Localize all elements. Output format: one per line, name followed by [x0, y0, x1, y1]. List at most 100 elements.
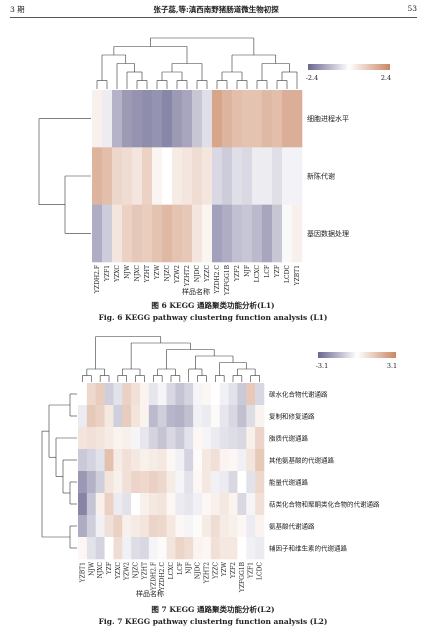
- fig7-cell: [104, 493, 114, 516]
- fig7-cell: [237, 471, 247, 494]
- fig7-cell: [175, 427, 185, 450]
- fig6-cell: [272, 147, 283, 205]
- fig7-cell: [113, 471, 123, 494]
- fig7-cell: [255, 515, 265, 538]
- fig7-cell: [193, 515, 203, 538]
- fig7-cell: [246, 537, 256, 560]
- fig7-cell: [166, 493, 176, 516]
- fig7-cell: [210, 383, 221, 406]
- fig7-cell: [95, 493, 105, 516]
- fig7-cell: [78, 427, 88, 450]
- fig7-cell: [228, 449, 238, 472]
- fig7-cell: [228, 405, 238, 428]
- fig7-cell: [157, 471, 167, 494]
- fig7-cell: [113, 449, 123, 472]
- fig6-cell: [242, 204, 253, 263]
- fig7-cell: [219, 427, 229, 450]
- fig7-cell: [104, 405, 114, 428]
- fig6-cell: [232, 147, 243, 205]
- fig6-col-label: YZBT1: [294, 265, 301, 286]
- fig7-col-label: YZF: [106, 562, 113, 575]
- fig7-color-scale: [318, 352, 396, 358]
- fig7-cell: [122, 471, 132, 494]
- fig7-row-label: 萜类化合物和聚酮类化合物的代谢通路: [269, 500, 380, 509]
- fig7-cell: [237, 515, 247, 538]
- fig7-cell: [140, 493, 150, 516]
- fig7-cell: [131, 471, 141, 494]
- fig7-cell: [228, 493, 238, 516]
- fig7-cell: [104, 383, 114, 406]
- fig7-cell: [184, 383, 194, 406]
- fig7-cell: [175, 449, 185, 472]
- fig6-col-label: NJW: [124, 264, 131, 279]
- fig7-cell: [122, 537, 132, 560]
- fig6-cell: [252, 147, 263, 205]
- fig7-cell: [237, 405, 247, 428]
- fig7-cell: [78, 493, 88, 516]
- fig6-cell: [142, 90, 153, 148]
- fig7-col-label: LCXC: [168, 562, 175, 580]
- fig7-scale-max: 3.1: [387, 362, 397, 370]
- fig7-cell: [104, 471, 114, 494]
- fig7-cell: [184, 427, 194, 450]
- fig6-scale-max: 2.4: [381, 74, 391, 82]
- fig7-cell: [95, 471, 105, 494]
- fig6-cell: [182, 204, 193, 263]
- fig7-cell: [78, 383, 88, 406]
- fig7-cell: [202, 383, 212, 406]
- fig7-cell: [140, 537, 150, 560]
- fig6-cell: [112, 147, 123, 205]
- fig7-cell: [246, 427, 256, 450]
- figure-7: 碳水化合物代谢通路复制和修复通路脂质代谢通路其他氨基酸的代谢通路能量代谢通路萜类…: [41, 336, 397, 593]
- fig6-col-label: YZDH2.C: [214, 265, 221, 295]
- running-title: 张子蕊,等:滇西南野猪肠道微生物初探: [153, 5, 279, 14]
- header-rule: [10, 17, 417, 18]
- fig7-col-label: YZHT2: [203, 562, 210, 584]
- fig6-col-label: LCF: [264, 265, 271, 278]
- fig7-row-label: 能量代谢通路: [269, 478, 309, 487]
- fig7-cell: [246, 515, 256, 538]
- fig7-cell: [255, 471, 265, 494]
- fig7-cell: [193, 471, 203, 494]
- fig7-cell: [86, 427, 97, 450]
- fig6-cell: [192, 90, 203, 148]
- fig7-cell: [175, 515, 185, 538]
- fig7-col-label: YZHT: [141, 562, 148, 580]
- fig6-col-label: YZW: [154, 264, 161, 280]
- fig6-caption-cn: 图 6 KEGG 通路聚类功能分析(L1): [151, 300, 274, 310]
- fig7-col-label: NJF: [186, 562, 193, 574]
- fig7-cell: [246, 405, 256, 428]
- fig6-cell: [132, 147, 143, 205]
- fig7-cell: [140, 515, 150, 538]
- fig7-cell: [166, 449, 176, 472]
- fig7-cell: [202, 515, 212, 538]
- fig7-cell: [157, 515, 167, 538]
- fig7-cell: [113, 515, 123, 538]
- fig7-cell: [184, 493, 194, 516]
- fig7-cell: [255, 405, 265, 428]
- fig7-cell: [157, 449, 167, 472]
- fig6-cell: [162, 90, 173, 148]
- fig7-row-label: 复制和修复通路: [269, 412, 315, 421]
- fig7-cell: [140, 449, 150, 472]
- fig6-cell: [132, 90, 143, 148]
- page-number: 53: [407, 4, 417, 13]
- fig7-cell: [184, 449, 194, 472]
- fig7-cell: [166, 383, 176, 406]
- fig7-cell: [193, 537, 203, 560]
- fig6-row-label: 新陈代谢: [307, 172, 335, 181]
- fig7-cell: [140, 427, 150, 450]
- fig6-col-label: YZF2: [234, 265, 241, 282]
- fig7-cell: [148, 427, 159, 450]
- fig7-cell: [95, 405, 105, 428]
- fig6-col-label: LCXC: [254, 265, 261, 283]
- fig7-cell: [122, 427, 132, 450]
- fig7-cell: [140, 471, 150, 494]
- fig6-cell: [172, 90, 183, 148]
- fig6-cell: [92, 147, 103, 205]
- fig6-cell: [252, 90, 263, 148]
- fig7-cell: [78, 449, 88, 472]
- fig6-cell: [162, 147, 173, 205]
- fig6-cell: [172, 147, 183, 205]
- fig7-cell: [140, 405, 150, 428]
